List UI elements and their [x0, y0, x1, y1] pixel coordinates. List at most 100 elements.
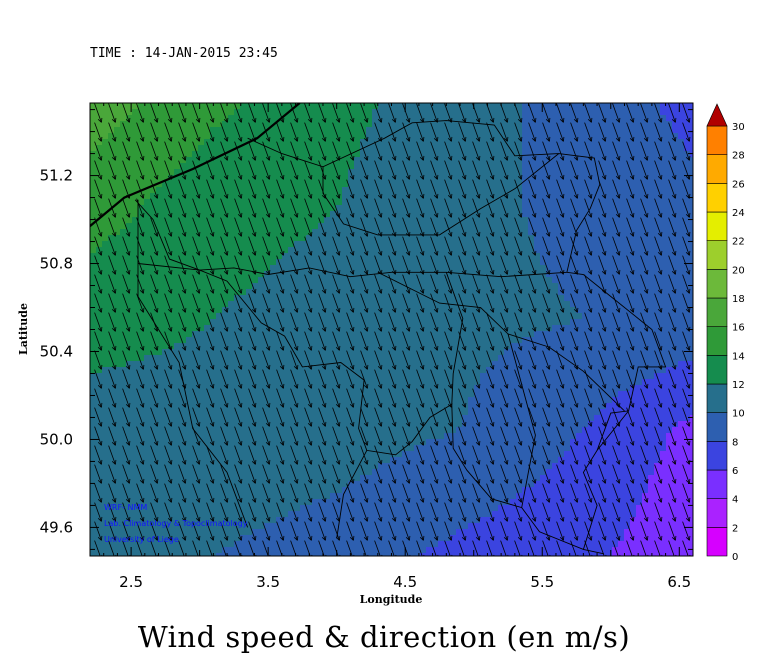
- field-cell: [324, 199, 331, 206]
- field-cell: [240, 313, 247, 320]
- field-cell: [204, 271, 211, 278]
- field-cell: [666, 241, 673, 248]
- field-cell: [204, 133, 211, 140]
- field-cell: [546, 247, 553, 254]
- field-cell: [516, 217, 523, 224]
- field-cell: [510, 301, 517, 308]
- field-cell: [648, 391, 655, 398]
- field-cell: [414, 193, 421, 200]
- field-cell: [504, 115, 511, 122]
- field-cell: [450, 205, 457, 212]
- field-cell: [234, 247, 241, 254]
- field-cell: [210, 277, 217, 284]
- field-cell: [114, 307, 121, 314]
- field-cell: [600, 253, 607, 260]
- field-cell: [390, 289, 397, 296]
- field-cell: [672, 325, 679, 332]
- field-cell: [516, 229, 523, 236]
- field-cell: [420, 343, 427, 350]
- field-cell: [660, 133, 667, 140]
- field-cell: [510, 193, 517, 200]
- field-cell: [582, 337, 589, 344]
- field-cell: [438, 253, 445, 260]
- field-cell: [144, 235, 151, 242]
- field-cell: [120, 211, 127, 218]
- field-cell: [90, 379, 97, 386]
- field-cell: [678, 115, 685, 122]
- field-cell: [306, 127, 313, 134]
- field-cell: [234, 169, 241, 176]
- field-cell: [102, 235, 109, 242]
- field-cell: [120, 133, 127, 140]
- field-cell: [138, 163, 145, 170]
- field-cell: [600, 145, 607, 152]
- field-cell: [444, 349, 451, 356]
- field-cell: [612, 265, 619, 272]
- field-cell: [336, 163, 343, 170]
- field-cell: [390, 343, 397, 350]
- field-cell: [312, 115, 319, 122]
- field-cell: [642, 331, 649, 338]
- field-cell: [240, 109, 247, 116]
- field-cell: [252, 313, 259, 320]
- field-cell: [450, 199, 457, 206]
- field-cell: [156, 295, 163, 302]
- field-cell: [672, 277, 679, 284]
- field-cell: [570, 133, 577, 140]
- field-cell: [150, 211, 157, 218]
- field-cell: [594, 241, 601, 248]
- field-cell: [672, 151, 679, 158]
- field-cell: [384, 223, 391, 230]
- field-cell: [114, 259, 121, 266]
- field-cell: [144, 199, 151, 206]
- field-cell: [552, 157, 559, 164]
- field-cell: [132, 247, 139, 254]
- field-cell: [366, 259, 373, 266]
- field-cell: [576, 295, 583, 302]
- field-cell: [588, 187, 595, 194]
- field-cell: [324, 283, 331, 290]
- field-cell: [516, 253, 523, 260]
- field-cell: [354, 397, 361, 404]
- field-cell: [600, 325, 607, 332]
- field-cell: [624, 151, 631, 158]
- field-cell: [264, 289, 271, 296]
- field-cell: [462, 355, 469, 362]
- field-cell: [648, 127, 655, 134]
- field-cell: [642, 337, 649, 344]
- field-cell: [132, 121, 139, 128]
- field-cell: [588, 109, 595, 116]
- field-cell: [558, 157, 565, 164]
- field-cell: [468, 331, 475, 338]
- field-cell: [312, 253, 319, 260]
- field-cell: [264, 223, 271, 230]
- field-cell: [528, 307, 535, 314]
- field-cell: [402, 139, 409, 146]
- field-cell: [408, 205, 415, 212]
- field-cell: [192, 103, 199, 110]
- field-cell: [180, 121, 187, 128]
- field-cell: [492, 283, 499, 290]
- field-cell: [276, 301, 283, 308]
- field-cell: [480, 337, 487, 344]
- field-cell: [204, 325, 211, 332]
- field-cell: [396, 229, 403, 236]
- field-cell: [396, 247, 403, 254]
- field-cell: [300, 169, 307, 176]
- field-cell: [426, 121, 433, 128]
- field-cell: [588, 223, 595, 230]
- field-cell: [480, 361, 487, 368]
- field-cell: [312, 373, 319, 380]
- field-cell: [564, 139, 571, 146]
- field-cell: [354, 385, 361, 392]
- field-cell: [510, 181, 517, 188]
- field-cell: [660, 223, 667, 230]
- field-cell: [174, 349, 181, 356]
- field-cell: [354, 121, 361, 128]
- field-cell: [336, 253, 343, 260]
- field-cell: [390, 187, 397, 194]
- field-cell: [174, 379, 181, 386]
- field-cell: [132, 133, 139, 140]
- field-cell: [492, 325, 499, 332]
- field-cell: [108, 289, 115, 296]
